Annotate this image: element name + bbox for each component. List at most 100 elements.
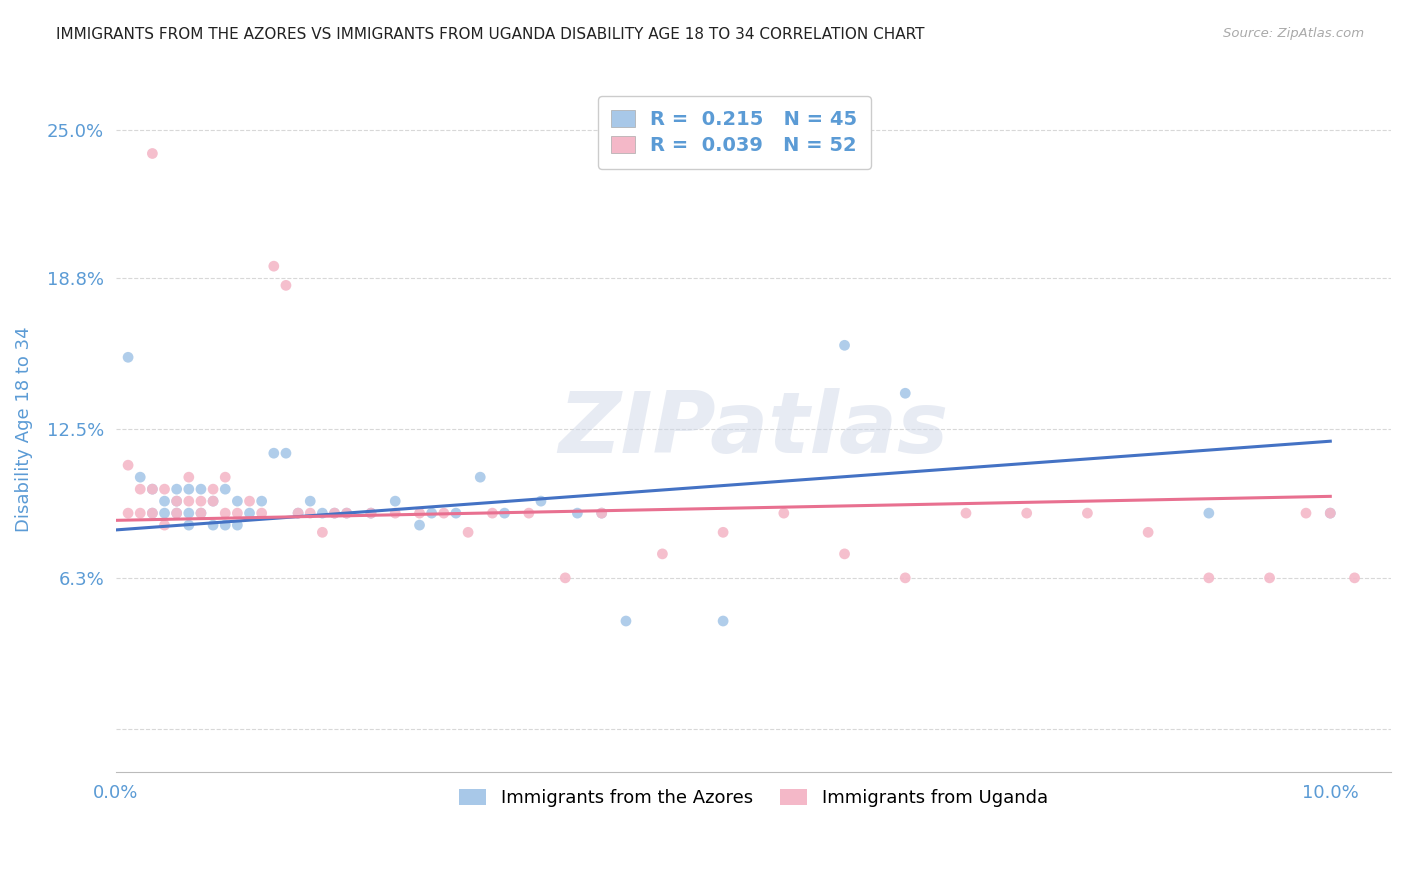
Point — [433, 506, 456, 520]
Point — [894, 386, 917, 401]
Point — [955, 506, 977, 520]
Point — [1198, 571, 1220, 585]
Point — [494, 506, 516, 520]
Point — [202, 482, 225, 496]
Point — [408, 506, 430, 520]
Point — [274, 446, 297, 460]
Point — [457, 525, 479, 540]
Point — [336, 506, 359, 520]
Point — [711, 525, 734, 540]
Point — [408, 518, 430, 533]
Point — [117, 458, 139, 473]
Point — [530, 494, 553, 508]
Point — [166, 494, 188, 508]
Point — [1258, 571, 1281, 585]
Point — [177, 494, 200, 508]
Point — [1295, 506, 1317, 520]
Point — [117, 506, 139, 520]
Point — [226, 506, 249, 520]
Point — [166, 494, 188, 508]
Point — [202, 518, 225, 533]
Point — [214, 470, 236, 484]
Point — [238, 494, 260, 508]
Point — [202, 494, 225, 508]
Point — [141, 146, 163, 161]
Point — [420, 506, 443, 520]
Point — [1198, 506, 1220, 520]
Point — [299, 506, 322, 520]
Point — [470, 470, 492, 484]
Point — [772, 506, 794, 520]
Point — [153, 482, 176, 496]
Point — [517, 506, 540, 520]
Point — [263, 446, 285, 460]
Point — [384, 506, 406, 520]
Point — [834, 547, 856, 561]
Point — [1343, 571, 1365, 585]
Point — [153, 494, 176, 508]
Point — [711, 614, 734, 628]
Point — [190, 494, 212, 508]
Point — [591, 506, 613, 520]
Point — [141, 506, 163, 520]
Point — [202, 494, 225, 508]
Point — [651, 547, 673, 561]
Point — [117, 351, 139, 365]
Point — [894, 571, 917, 585]
Y-axis label: Disability Age 18 to 34: Disability Age 18 to 34 — [15, 326, 32, 532]
Point — [384, 494, 406, 508]
Point — [166, 506, 188, 520]
Point — [274, 278, 297, 293]
Point — [177, 518, 200, 533]
Point — [360, 506, 382, 520]
Point — [214, 518, 236, 533]
Text: Source: ZipAtlas.com: Source: ZipAtlas.com — [1223, 27, 1364, 40]
Point — [214, 482, 236, 496]
Point — [287, 506, 309, 520]
Point — [166, 482, 188, 496]
Point — [481, 506, 503, 520]
Point — [834, 338, 856, 352]
Point — [323, 506, 346, 520]
Point — [250, 494, 273, 508]
Point — [177, 470, 200, 484]
Point — [554, 571, 576, 585]
Point — [214, 506, 236, 520]
Point — [1319, 506, 1341, 520]
Point — [177, 506, 200, 520]
Point — [311, 506, 333, 520]
Point — [263, 259, 285, 273]
Point — [1015, 506, 1038, 520]
Legend: Immigrants from the Azores, Immigrants from Uganda: Immigrants from the Azores, Immigrants f… — [453, 781, 1054, 814]
Point — [299, 494, 322, 508]
Point — [567, 506, 589, 520]
Point — [226, 494, 249, 508]
Point — [360, 506, 382, 520]
Point — [141, 482, 163, 496]
Point — [444, 506, 467, 520]
Point — [190, 506, 212, 520]
Point — [226, 518, 249, 533]
Point — [238, 506, 260, 520]
Point — [177, 482, 200, 496]
Point — [287, 506, 309, 520]
Point — [1137, 525, 1160, 540]
Text: IMMIGRANTS FROM THE AZORES VS IMMIGRANTS FROM UGANDA DISABILITY AGE 18 TO 34 COR: IMMIGRANTS FROM THE AZORES VS IMMIGRANTS… — [56, 27, 925, 42]
Point — [129, 506, 152, 520]
Point — [129, 482, 152, 496]
Point — [323, 506, 346, 520]
Point — [614, 614, 637, 628]
Point — [141, 482, 163, 496]
Text: ZIPatlas: ZIPatlas — [558, 388, 949, 471]
Point — [591, 506, 613, 520]
Point — [336, 506, 359, 520]
Point — [250, 506, 273, 520]
Point — [129, 470, 152, 484]
Point — [141, 506, 163, 520]
Point — [153, 518, 176, 533]
Point — [1076, 506, 1098, 520]
Point — [1319, 506, 1341, 520]
Point — [190, 506, 212, 520]
Point — [153, 506, 176, 520]
Point — [166, 506, 188, 520]
